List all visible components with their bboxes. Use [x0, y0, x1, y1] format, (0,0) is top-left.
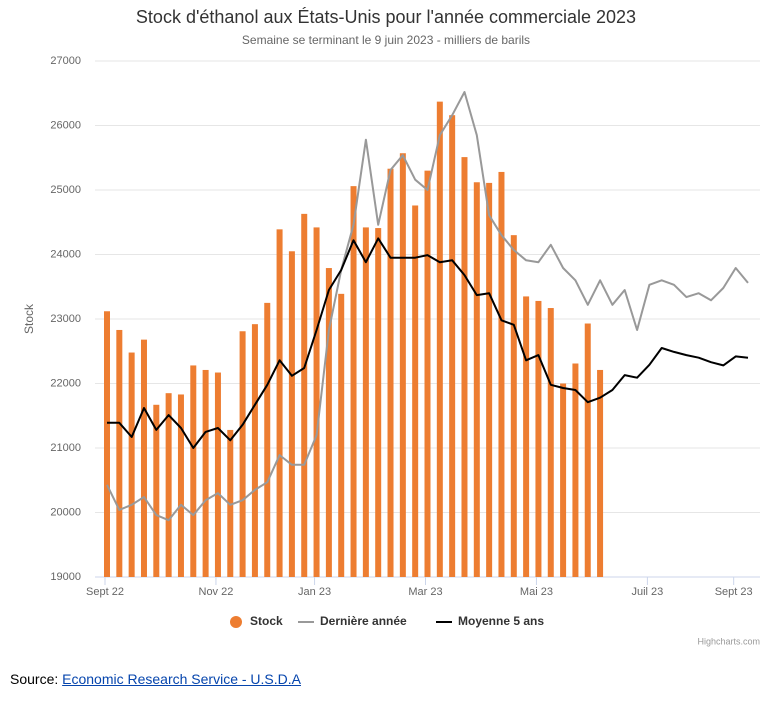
- bar: [116, 329, 123, 577]
- bar: [523, 296, 530, 577]
- x-tick-label: Jan 23: [298, 586, 331, 598]
- bar: [276, 229, 283, 577]
- bar: [399, 153, 406, 578]
- bar: [153, 404, 160, 577]
- line: [107, 237, 749, 449]
- bar: [190, 365, 197, 577]
- x-tick-label: Juil 23: [631, 586, 663, 598]
- bar: [301, 213, 308, 578]
- bar: [436, 101, 443, 577]
- line: [106, 91, 749, 522]
- bar: [572, 363, 579, 577]
- bar: [264, 302, 271, 577]
- bar: [325, 268, 332, 577]
- y-tick-label: 19000: [50, 571, 81, 583]
- bar: [547, 308, 554, 577]
- bar: [597, 369, 604, 577]
- y-tick-label: 26000: [50, 119, 81, 131]
- bar: [165, 393, 172, 577]
- y-tick-label: 27000: [50, 55, 81, 67]
- bar: [313, 227, 320, 577]
- bar: [288, 251, 295, 577]
- bar: [375, 228, 382, 577]
- bar: [140, 339, 147, 577]
- y-tick-label: 21000: [50, 442, 81, 454]
- bar: [214, 372, 221, 577]
- chart-subtitle: Semaine se terminant le 9 juin 2023 - mi…: [242, 33, 530, 47]
- bar: [128, 352, 135, 577]
- bar: [461, 157, 468, 578]
- bar: [251, 324, 258, 577]
- bar: [498, 171, 505, 577]
- x-tick-label: Mai 23: [520, 586, 553, 598]
- bar: [104, 311, 110, 577]
- x-tick-label: Sept 22: [86, 586, 124, 598]
- bar: [362, 227, 369, 577]
- bar: [387, 168, 394, 577]
- bar: [412, 205, 419, 578]
- bar: [535, 300, 542, 577]
- chart-title: Stock d'éthanol aux États-Unis pour l'an…: [136, 7, 636, 27]
- legend-label: Moyenne 5 ans: [458, 614, 544, 628]
- bar: [338, 293, 345, 577]
- bar: [202, 369, 209, 577]
- legend-label: Stock: [250, 614, 283, 628]
- x-tick-label: Sept 23: [715, 586, 753, 598]
- bar: [473, 182, 480, 577]
- legend-symbol: [230, 616, 242, 628]
- y-tick-label: 20000: [50, 506, 81, 518]
- bar: [239, 331, 246, 577]
- bar: [350, 186, 357, 577]
- y-tick-label: 24000: [50, 248, 81, 260]
- y-tick-label: 23000: [50, 313, 81, 325]
- legend-label: Dernière année: [320, 614, 407, 628]
- source-link[interactable]: Economic Research Service - U.S.D.A: [62, 671, 301, 687]
- bar: [584, 323, 591, 577]
- bar: [449, 115, 456, 578]
- bar: [510, 235, 517, 577]
- chart: Stock d'éthanol aux États-Unis pour l'an…: [22, 7, 760, 646]
- y-tick-label: 25000: [50, 184, 81, 196]
- bar: [424, 170, 431, 577]
- credits: Highcharts.com: [697, 636, 760, 646]
- x-tick-label: Nov 22: [199, 586, 234, 598]
- bar: [486, 182, 493, 577]
- source: Source: Economic Research Service - U.S.…: [10, 671, 301, 687]
- bar: [177, 394, 184, 577]
- y-axis-label: Stock: [22, 303, 36, 334]
- source-label: Source:: [10, 671, 59, 687]
- y-tick-label: 22000: [50, 377, 81, 389]
- bar: [560, 383, 567, 577]
- x-tick-label: Mar 23: [408, 586, 442, 598]
